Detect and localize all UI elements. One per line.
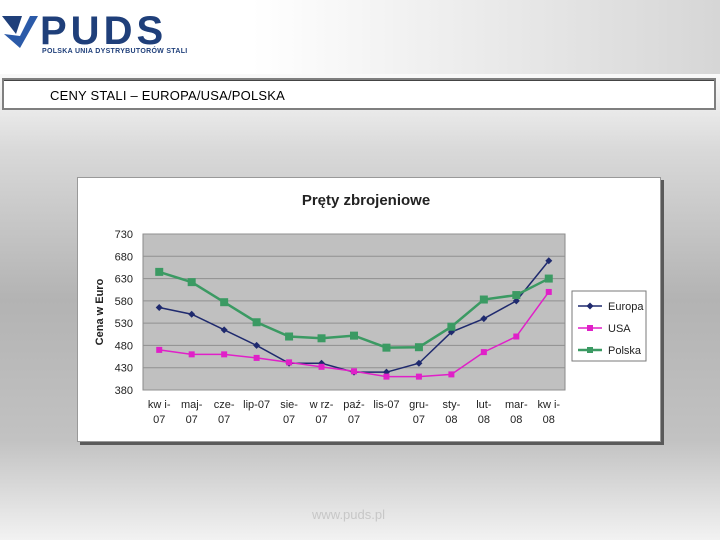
data-point-usa [351,368,357,375]
y-tick-label: 530 [115,318,133,330]
data-point-polska [382,343,391,352]
data-point-usa [448,371,455,378]
footer-url: www.puds.pl [312,507,385,522]
data-point-europa [447,328,455,336]
y-axis-label: Cena w Euro [94,278,106,345]
chart-title: Pręty zbrojeniowe [302,192,430,209]
x-tick-label: 07 [218,414,230,426]
legend-marker-europa [586,302,594,310]
legend-label-usa: USA [608,323,631,335]
x-tick-label: lut- [476,399,492,411]
y-tick-label: 630 [115,274,133,286]
x-tick-label: kw i- [148,399,171,411]
x-tick-label: 08 [543,414,555,426]
data-point-polska [512,291,521,300]
data-point-europa [155,304,163,312]
data-point-polska [414,343,423,352]
legend-marker-polska [587,347,593,353]
data-point-usa [415,373,422,380]
data-point-polska [447,322,456,331]
x-tick-label: sie- [280,399,298,411]
data-point-europa [188,310,196,318]
x-tick-label: cze- [214,399,235,411]
data-point-europa [253,341,261,349]
x-tick-label: paź- [343,399,365,411]
data-point-usa [156,346,163,353]
data-point-usa [545,288,552,295]
data-point-polska [350,331,358,340]
x-tick-label: maj- [181,399,203,411]
data-point-usa [221,351,228,358]
data-point-polska [252,318,261,327]
data-point-polska [187,278,196,287]
data-point-usa [253,354,260,361]
line-chart: Pręty zbrojeniowe 730 680 630 580 530 480 430 38… [94,192,647,426]
x-tick-label: 07 [283,414,295,426]
chart-card: Pręty zbrojeniowe 730 680 630 580 530 480 430 38… [77,177,661,442]
y-tick-label: 730 [115,229,133,241]
x-tick-label: gru- [409,399,429,411]
x-tick-label: sty- [443,399,461,411]
data-point-europa [512,297,520,305]
logo-check-mark [4,16,38,48]
legend-label-europa: Europa [608,301,644,313]
data-point-europa [545,257,553,265]
data-point-usa [383,373,390,380]
data-point-polska [155,267,164,276]
x-tick-label: 08 [510,414,522,426]
logo-chevron-mark [2,16,22,34]
x-tick-label: 08 [445,414,457,426]
x-tick-label: 07 [348,414,360,426]
plot-area [142,233,566,391]
y-tick-label: 430 [115,363,133,375]
x-tick-label: lis-07 [373,399,399,411]
data-point-usa [318,363,325,370]
slide-title-bar: CENY STALI – EUROPA/USA/POLSKA [2,78,716,110]
data-point-usa [188,351,195,358]
data-point-europa [415,359,423,367]
data-point-polska [220,298,229,307]
data-point-usa [480,349,487,356]
legend-label-polska: Polska [608,345,642,357]
x-tick-label: w rz- [309,399,334,411]
data-point-usa [286,359,293,366]
y-tick-label: 480 [115,340,133,352]
x-tick-label: mar- [505,399,528,411]
data-point-europa [220,326,228,334]
y-tick-label: 380 [115,385,133,397]
x-tick-label: 07 [315,414,327,426]
x-tick-label: 07 [186,414,198,426]
y-tick-label: 580 [115,296,133,308]
data-point-polska [285,332,294,341]
slide-header: PUDS POLSKA UNIA DYSTRYBUTORÓW STALI [0,0,720,74]
data-point-polska [317,334,326,343]
data-point-polska [544,274,553,283]
puds-logo: PUDS [0,4,230,66]
data-point-polska [479,295,488,304]
data-point-usa [513,333,520,340]
x-tick-label: 07 [413,414,425,426]
data-point-europa [480,315,488,323]
data-point-europa [382,368,390,376]
slide-title: CENY STALI – EUROPA/USA/POLSKA [50,88,286,103]
x-tick-label: kw i- [537,399,560,411]
x-tick-label: 07 [153,414,165,426]
x-tick-label: 08 [478,414,490,426]
x-tick-label: lip-07 [243,399,270,411]
logo-wordmark: PUDS [40,9,167,52]
y-tick-label: 680 [115,251,133,263]
legend-marker-usa [587,325,593,331]
logo-subtitle: POLSKA UNIA DYSTRYBUTORÓW STALI [42,48,188,55]
